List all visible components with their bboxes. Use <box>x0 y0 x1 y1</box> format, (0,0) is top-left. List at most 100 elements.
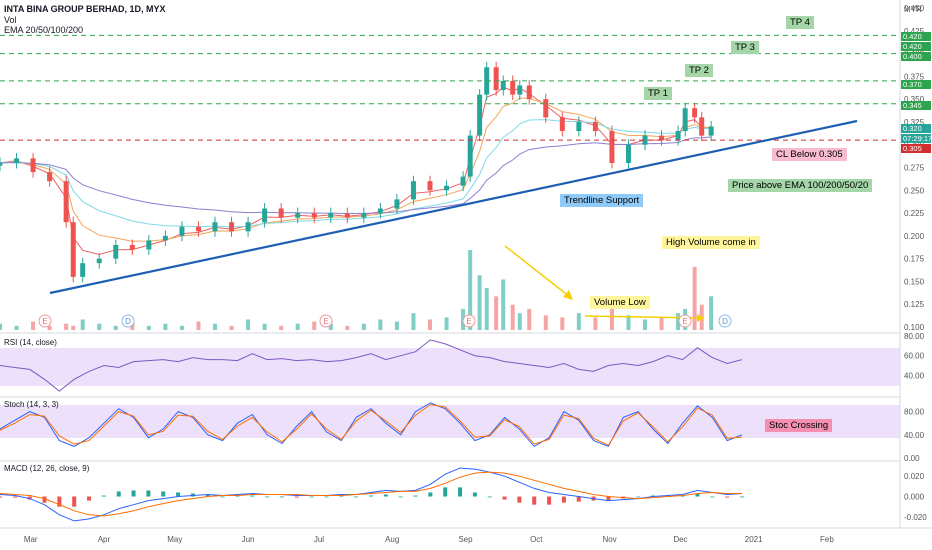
macd-histogram-bar <box>547 496 552 505</box>
candle-body <box>129 244 135 250</box>
time-tick-label: Mar <box>24 535 38 544</box>
volume-bar <box>560 317 565 330</box>
candle-body <box>179 226 185 236</box>
stoch-k-line <box>0 402 743 448</box>
volume-bar <box>312 321 317 330</box>
price-tag-tp4: 0.420 <box>901 32 931 41</box>
candle-body <box>162 235 168 241</box>
volume-bar <box>163 323 168 330</box>
dividend-marker[interactable] <box>718 314 732 328</box>
candle-body <box>410 181 416 200</box>
macd-histogram-bar <box>354 496 359 498</box>
dividend-marker[interactable] <box>121 314 135 328</box>
macd-histogram-bar <box>324 496 329 498</box>
volume-bar <box>378 319 383 330</box>
volume-bar <box>468 250 473 330</box>
macd-histogram-bar <box>27 496 32 500</box>
earnings-marker[interactable] <box>319 314 333 328</box>
price-tag-last: 0.320 <box>901 124 931 133</box>
volume-bar <box>146 325 151 330</box>
volume-bar <box>444 317 449 330</box>
price-tick-label: 0.175 <box>904 255 925 264</box>
macd-histogram-bar <box>279 496 284 498</box>
volume-bar <box>179 325 184 330</box>
candle-body <box>592 121 598 132</box>
macd-histogram-bar <box>740 496 744 498</box>
volume-low-label[interactable]: Volume Low <box>590 296 650 309</box>
event-markers[interactable]: E D E E E D <box>38 314 732 328</box>
stoch-d-line <box>0 404 743 446</box>
ema-line <box>0 86 712 256</box>
volume-bar <box>14 325 19 330</box>
ema-note-label[interactable]: Price above EMA 100/200/50/20 <box>728 179 873 192</box>
price-tag-stop: 0.305 <box>901 144 931 153</box>
price-tick-label: 0.225 <box>904 209 925 218</box>
stop-loss-label[interactable]: CL Below 0.305 <box>772 148 847 161</box>
tp4-label[interactable]: TP 4 <box>786 16 814 29</box>
earnings-marker[interactable] <box>38 314 52 328</box>
volume-bar <box>411 313 416 330</box>
stoc-crossing-label[interactable]: Stoc Crossing <box>765 419 833 432</box>
time-tick-label: 2021 <box>745 535 763 544</box>
candle-body <box>692 108 698 118</box>
volume-bar <box>80 319 85 330</box>
volume-bar <box>213 323 217 330</box>
candle-body <box>278 208 284 218</box>
volume-bar <box>501 279 506 330</box>
volume-legend: Vol <box>4 15 17 25</box>
time-tick-label: Aug <box>385 535 399 544</box>
time-tick-label: Jul <box>314 535 324 544</box>
macd-lines <box>0 467 744 522</box>
candle-body <box>625 144 631 163</box>
high-volume-label[interactable]: High Volume come in <box>662 236 760 249</box>
macd-histogram-bar <box>12 496 17 498</box>
macd-histogram-bar <box>576 496 581 502</box>
trendline-support-line[interactable] <box>49 119 858 295</box>
macd-histogram-bar <box>116 491 121 497</box>
symbol-title: INTA BINA GROUP BERHAD, 1D, MYX <box>4 4 166 14</box>
candle-body <box>394 199 400 209</box>
volume-bar <box>527 308 532 330</box>
volume-bar <box>64 323 69 330</box>
volume-bar <box>510 304 515 330</box>
candle-body <box>493 67 499 91</box>
macd-histogram-bar <box>146 490 151 497</box>
tp2-label[interactable]: TP 2 <box>685 64 713 77</box>
volume-bar <box>543 315 548 330</box>
candle-body <box>328 213 334 218</box>
ema-line <box>0 97 712 242</box>
earnings-marker-letter: E <box>682 317 687 326</box>
stoch-legend: Stoch (14, 3, 3) <box>4 400 59 409</box>
candle-body <box>70 222 76 277</box>
candle-body <box>63 181 69 223</box>
price-tick-label: 0.275 <box>904 164 925 173</box>
macd-histogram-bar <box>502 496 507 500</box>
volume-bar <box>97 323 102 330</box>
volume-bar <box>626 315 631 330</box>
rsi-series-line <box>0 339 743 392</box>
volume-bar <box>692 266 697 330</box>
candle-body <box>609 131 615 163</box>
volume-bar <box>246 319 251 330</box>
candle-body <box>500 80 506 91</box>
tp1-label[interactable]: TP 1 <box>644 87 672 100</box>
candle-body <box>444 185 450 191</box>
tp3-label[interactable]: TP 3 <box>731 41 759 54</box>
candle-body <box>576 121 582 132</box>
candle-body <box>262 208 268 223</box>
volume-bar <box>484 287 489 330</box>
price-tick-label: 0.200 <box>904 232 925 241</box>
candle-body <box>708 126 714 136</box>
volume-bar <box>593 317 598 330</box>
stoch-lines <box>0 402 743 448</box>
time-tick-label: Dec <box>673 535 687 544</box>
trendline-support-label[interactable]: Trendline Support <box>560 194 644 207</box>
earnings-marker[interactable] <box>462 314 476 328</box>
macd-histogram-bar <box>161 491 166 497</box>
candle-body <box>699 117 705 136</box>
volume-bar <box>279 325 284 330</box>
earnings-marker-letter: E <box>42 317 47 326</box>
earnings-marker[interactable] <box>678 314 692 328</box>
macd-histogram-bar <box>517 496 522 503</box>
